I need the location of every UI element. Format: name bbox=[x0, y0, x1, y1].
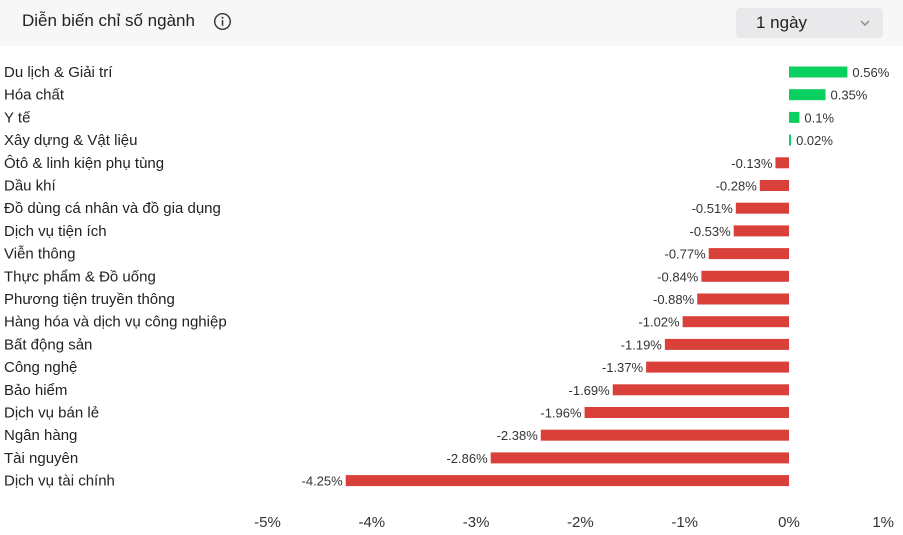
bar bbox=[789, 89, 826, 101]
data-label: -0.77% bbox=[664, 247, 706, 262]
x-tick-label: 0% bbox=[778, 514, 800, 531]
chevron-down-icon bbox=[860, 20, 870, 26]
bar bbox=[701, 270, 789, 282]
category-label: Dịch vụ tài chính bbox=[4, 473, 115, 490]
data-label: -0.28% bbox=[716, 179, 758, 194]
data-label: -1.96% bbox=[540, 406, 582, 421]
bar bbox=[697, 293, 789, 305]
bar bbox=[345, 475, 789, 487]
bar bbox=[540, 429, 789, 441]
category-label: Dịch vụ tiện ích bbox=[4, 223, 107, 240]
bar bbox=[733, 225, 789, 237]
category-label: Hóa chất bbox=[4, 87, 65, 104]
info-circle-icon[interactable] bbox=[213, 12, 232, 31]
bar bbox=[646, 361, 789, 373]
bar bbox=[735, 202, 789, 214]
category-label: Phương tiện truyền thông bbox=[4, 291, 175, 308]
x-tick-label: -4% bbox=[358, 514, 385, 531]
bar bbox=[490, 452, 789, 464]
bar bbox=[682, 316, 789, 328]
period-select[interactable]: 1 ngày bbox=[736, 8, 883, 38]
category-label: Đồ dùng cá nhân và đồ gia dụng bbox=[4, 200, 221, 217]
category-label: Công nghệ bbox=[4, 359, 77, 376]
data-label: -2.38% bbox=[497, 428, 539, 443]
category-label: Ngân hàng bbox=[4, 427, 77, 444]
category-label: Viễn thông bbox=[4, 246, 75, 263]
data-label: -0.84% bbox=[657, 269, 699, 284]
x-tick-label: -5% bbox=[254, 514, 281, 531]
data-label: 0.35% bbox=[831, 88, 868, 103]
bar bbox=[664, 338, 789, 350]
bar bbox=[612, 384, 789, 396]
data-label: 0.02% bbox=[796, 133, 833, 148]
bar bbox=[789, 134, 792, 146]
chart-title: Diễn biến chỉ số ngành bbox=[22, 11, 195, 30]
bar bbox=[708, 248, 789, 260]
category-label: Dịch vụ bán lẻ bbox=[4, 405, 99, 422]
bar bbox=[789, 66, 848, 78]
x-tick-label: -3% bbox=[463, 514, 490, 531]
data-label: -1.02% bbox=[638, 315, 680, 330]
category-label: Thực phẩm & Đồ uống bbox=[4, 268, 156, 285]
data-label: 0.1% bbox=[804, 110, 834, 125]
x-tick-label: -1% bbox=[671, 514, 698, 531]
data-label: -0.53% bbox=[690, 224, 732, 239]
category-label: Du lịch & Giải trí bbox=[4, 64, 113, 81]
x-tick-label: 1% bbox=[872, 514, 894, 531]
data-label: 0.56% bbox=[852, 65, 889, 80]
category-label: Bảo hiểm bbox=[4, 382, 67, 399]
data-label: -0.13% bbox=[731, 156, 773, 171]
category-label: Xây dựng & Vật liệu bbox=[4, 132, 137, 149]
data-label: -1.19% bbox=[621, 337, 663, 352]
data-label: -0.88% bbox=[653, 292, 695, 307]
category-label: Dầu khí bbox=[4, 178, 57, 195]
category-label: Y tế bbox=[4, 109, 31, 126]
data-label: -4.25% bbox=[302, 474, 344, 489]
data-label: -2.86% bbox=[446, 451, 488, 466]
x-tick-label: -2% bbox=[567, 514, 594, 531]
category-label: Hàng hóa và dịch vụ công nghiệp bbox=[4, 314, 227, 331]
period-select-value: 1 ngày bbox=[756, 13, 808, 32]
bar bbox=[789, 111, 800, 123]
bar bbox=[775, 157, 789, 169]
chart-header: Diễn biến chỉ số ngành 1 ngày bbox=[0, 0, 903, 46]
bar bbox=[759, 180, 789, 191]
category-label: Bất động sản bbox=[4, 336, 92, 353]
category-label: Tài nguyên bbox=[4, 450, 78, 467]
data-label: -1.37% bbox=[602, 360, 644, 375]
bar bbox=[584, 407, 789, 418]
category-label: Ôtô & linh kiện phụ tùng bbox=[4, 155, 164, 172]
data-label: -1.69% bbox=[569, 383, 611, 398]
data-label: -0.51% bbox=[692, 201, 734, 216]
